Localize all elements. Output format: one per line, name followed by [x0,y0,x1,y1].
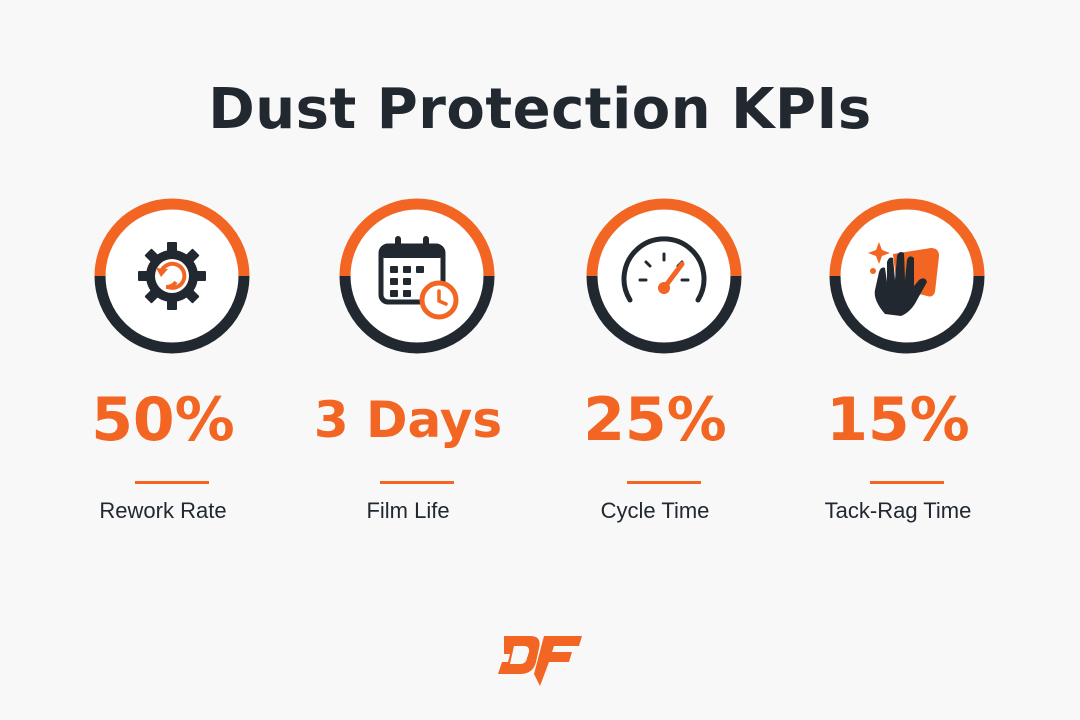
kpi-card-cycle-time: 25% Cycle Time [545,196,765,536]
kpi-divider [870,481,944,484]
kpi-value: 15% [826,385,970,455]
kpi-divider [135,481,209,484]
kpi-value: 25% [583,385,727,455]
kpi-value: 50% [91,385,235,455]
kpi-label: Tack-Rag Time [824,498,972,523]
kpi-card-film-life: 3 Days Film Life [298,196,518,536]
kpi-ring [827,196,987,356]
kpi-card-rework-rate: 50% Rework Rate [53,196,273,536]
kpi-ring [92,196,252,356]
kpi-ring [337,196,497,356]
kpi-label: Film Life [366,498,450,523]
speedometer-icon [621,236,707,303]
kpi-ring [584,196,744,356]
calendar-clock-icon [378,236,459,320]
page-title: Dust Protection KPIs [208,77,872,142]
kpi-value: 3 Days [313,391,503,449]
kpi-label: Cycle Time [600,498,710,523]
kpi-divider [380,481,454,484]
kpi-card-tack-rag-time: 15% Tack-Rag Time [788,196,1008,536]
kpi-divider [627,481,701,484]
df-logo: DF [496,632,584,688]
gear-refresh-icon [138,242,206,310]
hand-wipe-icon [868,242,939,316]
kpi-label: Rework Rate [99,498,227,523]
